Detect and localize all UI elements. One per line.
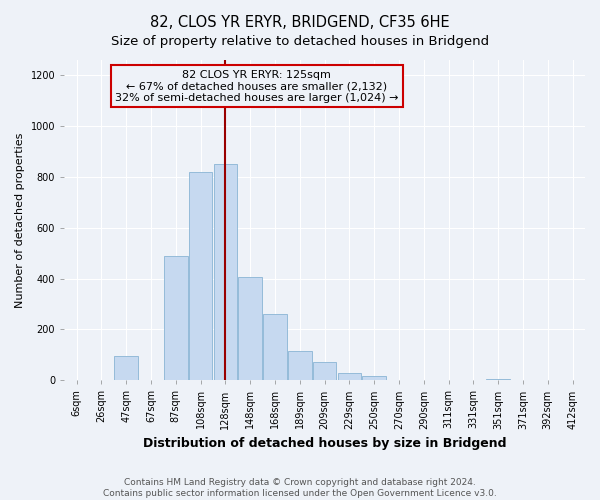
Bar [238,278,262,380]
Bar [115,356,138,380]
Y-axis label: Number of detached properties: Number of detached properties [15,132,25,308]
Bar [263,314,287,380]
Text: 82, CLOS YR ERYR, BRIDGEND, CF35 6HE: 82, CLOS YR ERYR, BRIDGEND, CF35 6HE [150,15,450,30]
Bar [189,172,212,380]
Text: Size of property relative to detached houses in Bridgend: Size of property relative to detached ho… [111,35,489,48]
Bar [164,256,188,380]
Text: Contains HM Land Registry data © Crown copyright and database right 2024.
Contai: Contains HM Land Registry data © Crown c… [103,478,497,498]
Bar [313,362,337,380]
Bar [214,164,237,380]
Text: 82 CLOS YR ERYR: 125sqm
← 67% of detached houses are smaller (2,132)
32% of semi: 82 CLOS YR ERYR: 125sqm ← 67% of detache… [115,70,398,103]
Bar [487,379,510,380]
X-axis label: Distribution of detached houses by size in Bridgend: Distribution of detached houses by size … [143,437,506,450]
Bar [362,376,386,380]
Bar [288,351,311,380]
Bar [338,372,361,380]
